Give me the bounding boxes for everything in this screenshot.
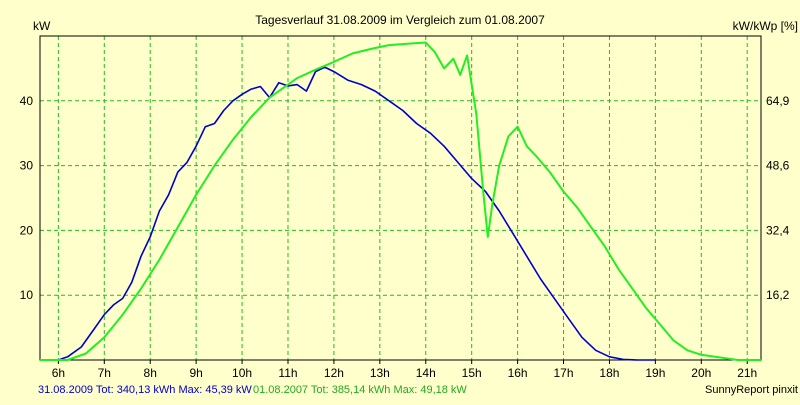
y-left-tick-label: 10	[20, 288, 34, 302]
y-left-tick-label: 20	[20, 223, 34, 237]
x-tick-label: 6h	[52, 366, 65, 380]
y-right-tick-label: 48,6	[766, 159, 790, 173]
x-tick-label: 14h	[416, 366, 436, 380]
credit-text: SunnyReport pinxit	[705, 384, 798, 396]
x-tick-label: 15h	[462, 366, 482, 380]
series-lines	[40, 41, 761, 361]
x-tick-label: 20h	[691, 366, 711, 380]
plot-frame	[39, 35, 762, 361]
legend-2007: 01.08.2007 Tot: 385,14 kWh Max: 49,18 kW	[253, 384, 467, 396]
x-tick-label: 12h	[324, 366, 344, 380]
grid	[40, 36, 761, 360]
y-left-tick-label: 30	[20, 159, 34, 173]
tick-labels: 6h 7h 8h 9h 10h 11h 12h 13h 14h 15h 16h 17h 18h 19h 20…	[20, 94, 790, 380]
x-tick-label: 9h	[189, 366, 202, 380]
x-tick-label: 16h	[508, 366, 528, 380]
y-right-tick-label: 32,4	[766, 223, 790, 237]
series-line-2009	[40, 66, 656, 361]
x-tick-label: 7h	[98, 366, 111, 380]
y-left-tick-label: 40	[20, 94, 34, 108]
x-tick-label: 17h	[554, 366, 574, 380]
y-right-tick-label: 64,9	[766, 94, 790, 108]
chart-title: Tagesverlauf 31.08.2009 im Vergleich zum…	[255, 13, 545, 27]
x-tick-label: 8h	[144, 366, 157, 380]
y-axis-left-label: kW	[33, 19, 51, 33]
x-tick-label: 11h	[278, 366, 297, 380]
x-tick-label: 21h	[737, 366, 757, 380]
y-right-tick-label: 16,2	[766, 288, 790, 302]
x-tick-label: 18h	[599, 366, 619, 380]
legend-2009: 31.08.2009 Tot: 340,13 kWh Max: 45,39 kW	[38, 384, 252, 396]
x-tick-label: 13h	[370, 366, 390, 380]
series-line-2007	[40, 41, 761, 361]
x-tick-label: 19h	[645, 366, 665, 380]
y-axis-right-label: kW/kWp [%]	[733, 19, 798, 33]
x-tick-label: 10h	[232, 366, 252, 380]
